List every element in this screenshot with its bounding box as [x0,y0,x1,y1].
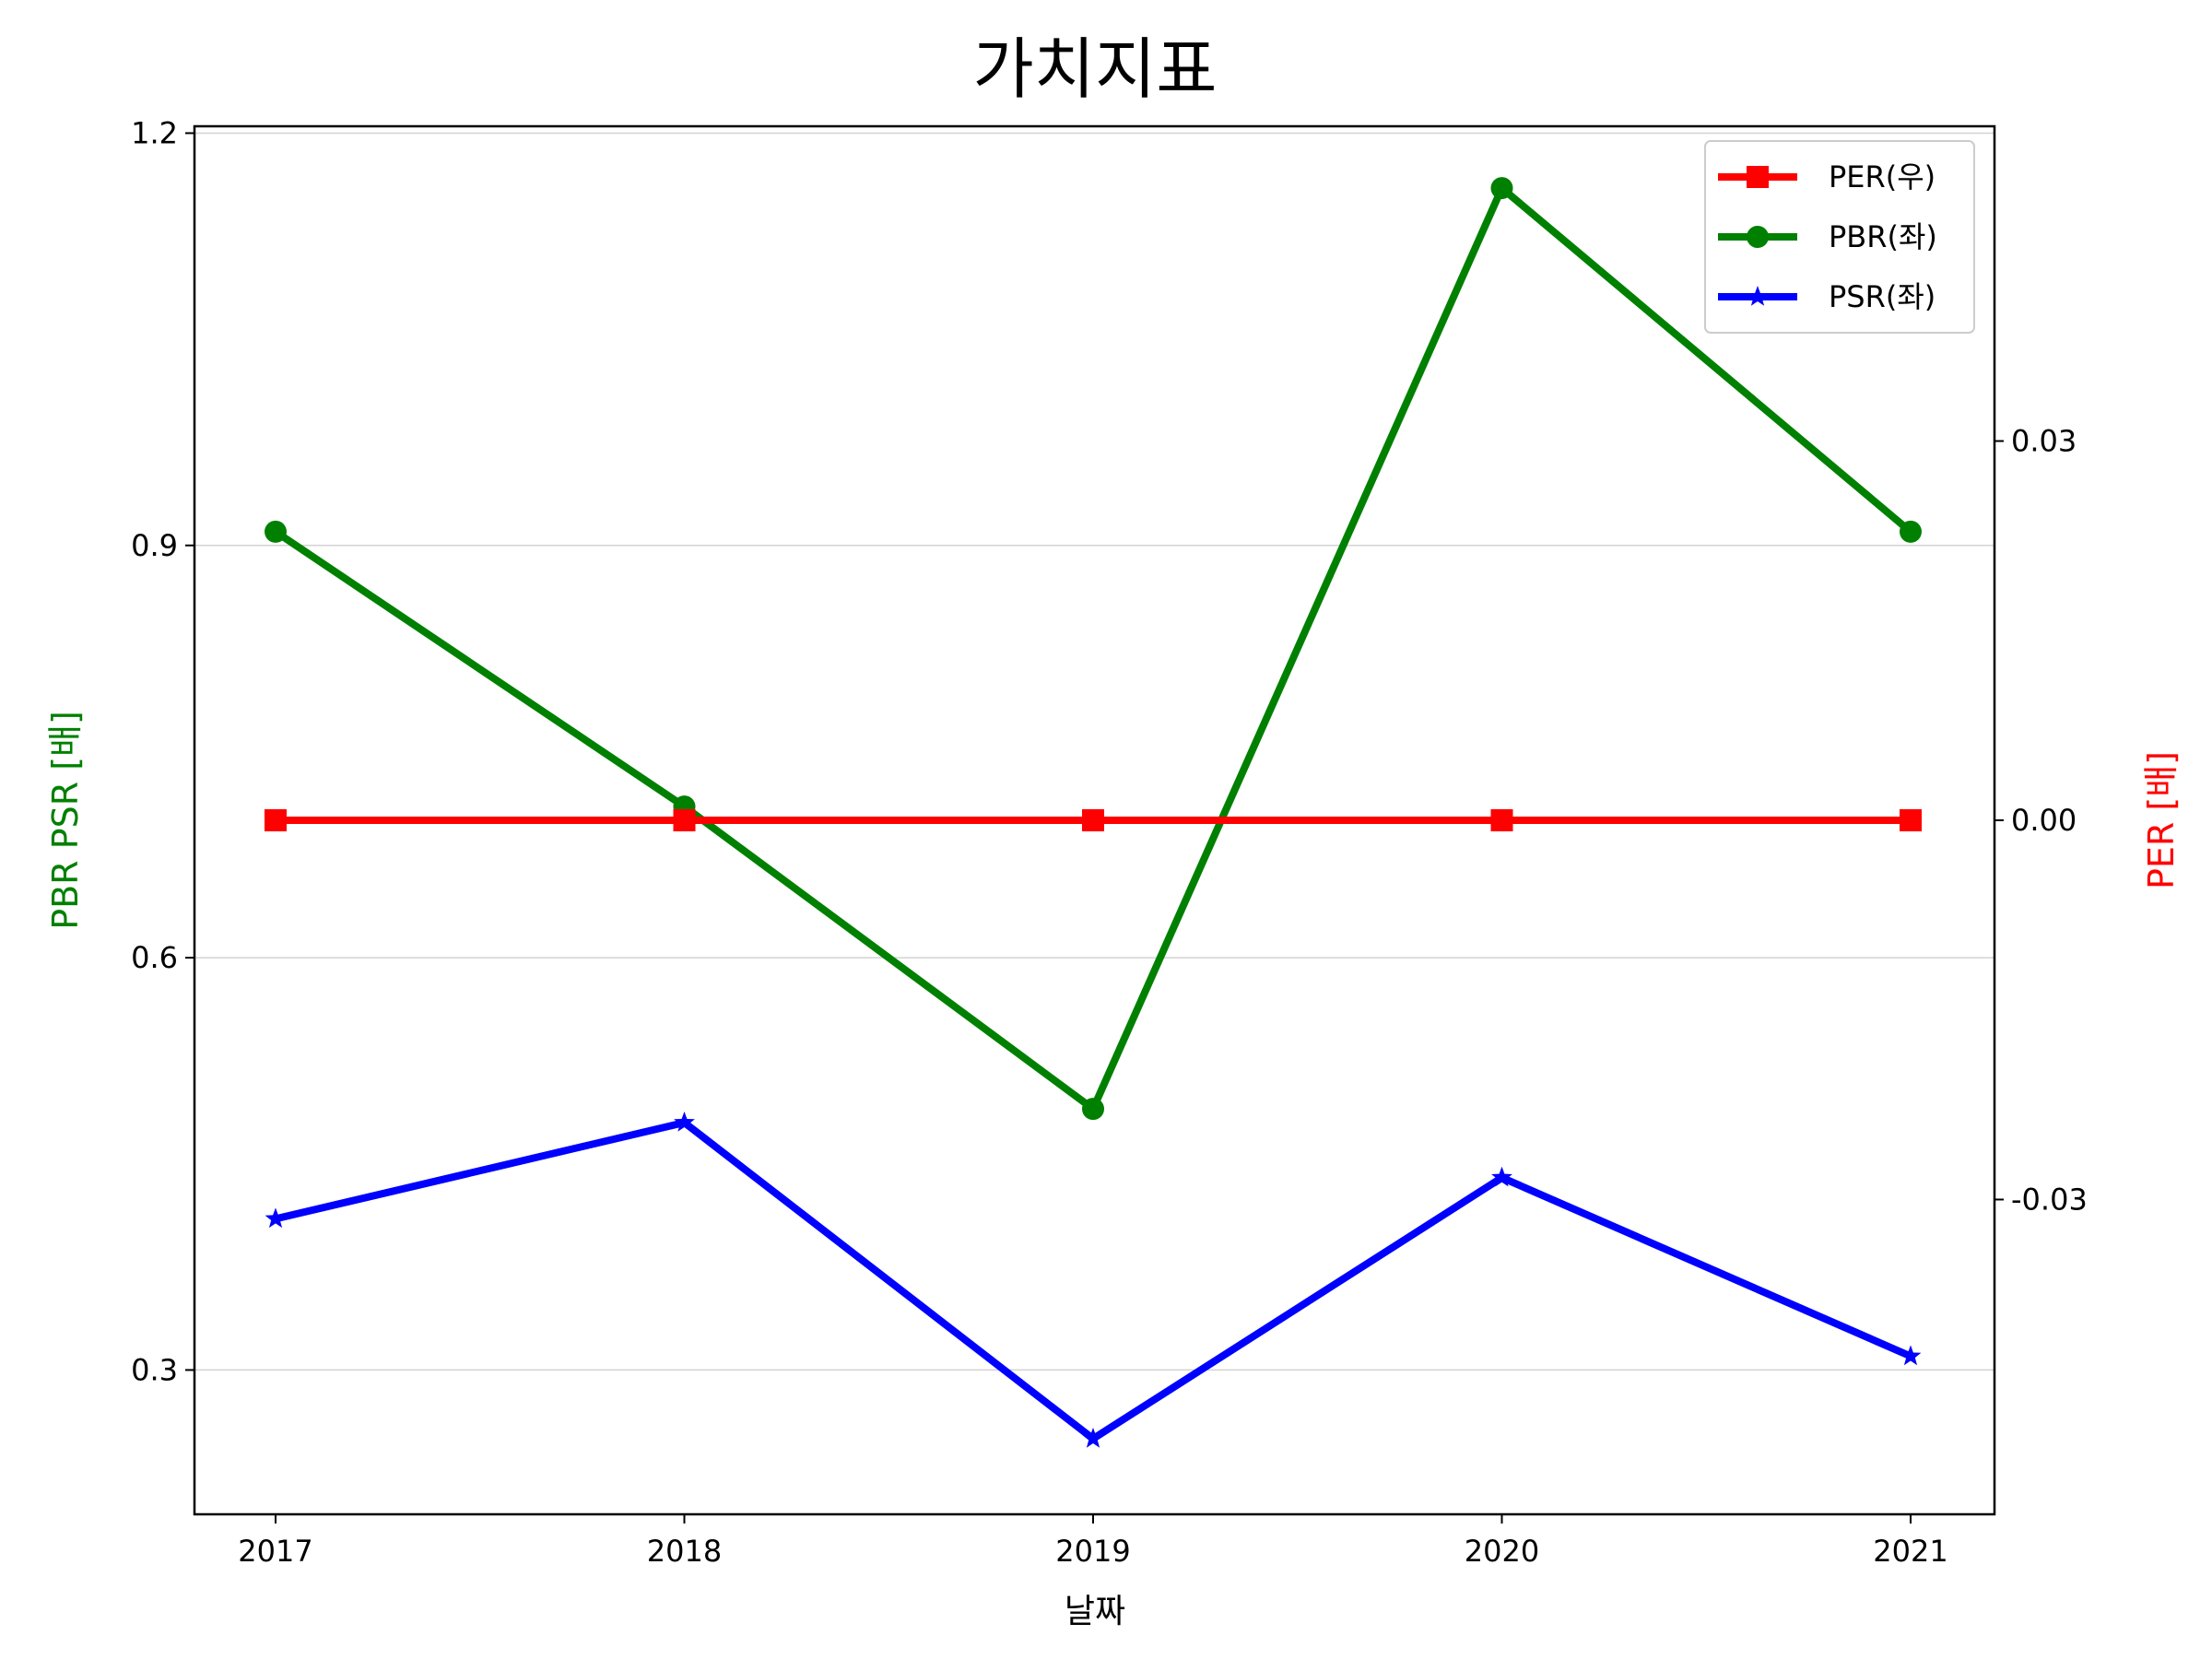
data-point-per [673,809,696,831]
legend-label-pbr: PBR(좌) [1829,219,1937,254]
data-point-pbr [265,520,287,543]
data-point-pbr [1900,520,1922,543]
x-axis: 2017 2018 2019 2020 2021 [238,1514,1948,1569]
x-axis-title: 날짜 [1065,1593,1125,1630]
right-y-axis: -0.03 0.00 0.03 [1994,424,2088,1217]
data-point-psr [1900,1345,1922,1366]
x-tick-label: 2017 [238,1534,312,1569]
legend-label-psr: PSR(좌) [1829,279,1936,314]
data-point-psr [265,1207,287,1229]
legend-marker-per [1747,166,1769,188]
left-axis-title: PBR PSR [배] [45,711,86,930]
series-per [265,809,1922,831]
grid-lines [194,132,1994,1371]
data-point-pbr [1490,177,1513,200]
data-point-psr [674,1112,695,1132]
left-tick-label: 1.2 [131,115,178,150]
series-psr [265,1112,1922,1448]
data-point-psr [1082,1428,1104,1448]
x-tick-label: 2019 [1055,1534,1130,1569]
legend-box [1704,140,1975,334]
x-tick-label: 2018 [647,1534,722,1569]
legend-label-per: PER(우) [1829,159,1936,194]
left-y-axis: 0.3 0.6 0.9 1.2 [131,115,194,1387]
left-tick-label: 0.3 [131,1352,178,1387]
series-line-psr [275,1119,1912,1442]
left-tick-label: 0.6 [131,940,178,975]
x-tick-label: 2020 [1465,1534,1539,1569]
right-axis-title: PER [배] [2141,751,2182,889]
legend: PER(우) PBR(좌) PSR(좌) [1704,140,1975,334]
legend-marker-psr [1747,286,1769,306]
series-pbr [265,177,1922,1121]
series-layer [265,177,1922,1448]
series-line-pbr [273,184,1913,1113]
right-tick-label: 0.00 [2011,803,2077,838]
data-point-pbr [1082,1098,1104,1121]
legend-marker-pbr [1747,226,1769,248]
data-point-per [1490,809,1513,831]
right-tick-label: 0.03 [2011,424,2077,459]
right-tick-label: -0.03 [2011,1182,2088,1217]
left-tick-label: 0.9 [131,528,178,563]
data-point-psr [1491,1166,1512,1187]
data-point-per [1082,809,1104,831]
chart-title: 가치지표 [973,30,1218,108]
data-point-per [265,809,287,831]
data-point-per [1900,809,1922,831]
x-tick-label: 2021 [1873,1534,1947,1569]
